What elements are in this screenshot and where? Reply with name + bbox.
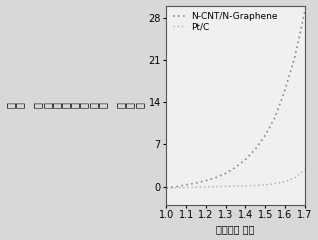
Pt/C (214, 185, 218, 188)
Pt/C (194, 186, 198, 189)
N-CNT/N-Graphene (175, 185, 178, 188)
X-axis label: 电势（伏 特）: 电势（伏 特） (217, 224, 255, 234)
Pt/C (204, 186, 208, 188)
Pt/C (263, 183, 267, 186)
N-CNT/N-Graphene (283, 89, 287, 91)
Pt/C (273, 182, 277, 185)
Pt/C (184, 186, 188, 189)
Pt/C (244, 184, 247, 187)
N-CNT/N-Graphene (303, 10, 307, 13)
N-CNT/N-Graphene (273, 116, 277, 119)
N-CNT/N-Graphene (184, 183, 188, 186)
N-CNT/N-Graphene (204, 179, 208, 182)
Pt/C (164, 187, 168, 190)
Pt/C (283, 180, 287, 183)
Pt/C (293, 176, 297, 179)
Y-axis label: 电
流
 
密
度
（
毫
安
／
平
方
 
厘
米
）: 电 流 密 度 （ 毫 安 ／ 平 方 厘 米 ） (5, 102, 144, 108)
Pt/C (224, 185, 228, 188)
N-CNT/N-Graphene (234, 166, 238, 169)
N-CNT/N-Graphene (244, 158, 247, 161)
Pt/C (234, 185, 238, 187)
N-CNT/N-Graphene (263, 134, 267, 137)
N-CNT/N-Graphene (224, 172, 228, 175)
Pt/C (303, 168, 307, 171)
Pt/C (253, 184, 257, 187)
Pt/C (175, 186, 178, 189)
N-CNT/N-Graphene (293, 55, 297, 58)
N-CNT/N-Graphene (164, 186, 168, 189)
N-CNT/N-Graphene (253, 148, 257, 151)
Line: N-CNT/N-Graphene: N-CNT/N-Graphene (166, 12, 305, 188)
N-CNT/N-Graphene (194, 181, 198, 184)
N-CNT/N-Graphene (214, 176, 218, 179)
Legend: N-CNT/N-Graphene, Pt/C: N-CNT/N-Graphene, Pt/C (171, 10, 279, 33)
Line: Pt/C: Pt/C (166, 170, 305, 188)
